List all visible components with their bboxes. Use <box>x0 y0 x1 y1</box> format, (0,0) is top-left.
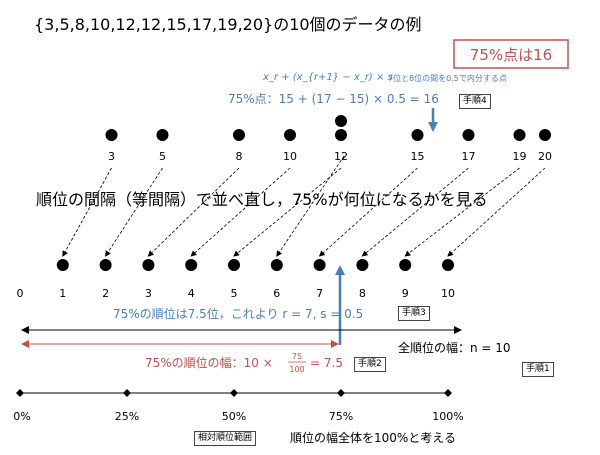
mapping-arrow <box>447 167 546 257</box>
rank-point <box>442 259 454 271</box>
rank-point <box>313 259 326 271</box>
mapping-arrow <box>105 167 163 257</box>
percent-label: 0% <box>13 410 30 423</box>
rank-label: 1 <box>59 287 66 300</box>
rank-label: 5 <box>231 287 238 300</box>
rank-label: 6 <box>273 287 280 300</box>
data-value-label: 5 <box>159 150 166 163</box>
width75-suffix: = 7.5 <box>310 356 343 370</box>
data-points-row <box>105 115 551 141</box>
rank-point <box>228 259 240 271</box>
mapping-arrow <box>147 167 240 257</box>
rank-label: 3 <box>145 287 152 300</box>
rank-points-row <box>56 259 454 271</box>
mapping-arrows <box>62 155 546 257</box>
rank-label: 7 <box>316 287 323 300</box>
rank-point <box>56 259 69 271</box>
data-value-label: 12 <box>334 150 348 163</box>
width75-denominator: 100 <box>289 365 304 374</box>
step4-formula: 75%点：15 + (17 − 15) × 0.5 = 16 <box>228 92 439 106</box>
width75-prefix: 75%の順位の幅：10 × <box>145 355 273 370</box>
mapping-arrow <box>190 167 291 257</box>
mapping-arrow <box>62 167 112 257</box>
width75-numerator: 75 <box>292 352 302 361</box>
total-width-text: 全順位の幅：n = 10 <box>398 340 511 355</box>
step1-tag: 手順1 <box>522 362 554 377</box>
relative-rank-tag: 相対順位範囲 <box>194 431 257 446</box>
percent-axis-marks: 0% 25% 50% 75% 100% <box>13 389 464 423</box>
rank-label: 9 <box>402 287 409 300</box>
formula-note: 7位と8位の間を0.5で内分する点 <box>388 73 507 83</box>
data-value-label: 8 <box>236 150 243 163</box>
percent-mark <box>444 389 452 397</box>
data-point <box>539 129 551 141</box>
rank-point <box>356 259 369 271</box>
rank-point <box>99 259 112 271</box>
mapping-arrow <box>233 167 342 257</box>
data-point <box>105 129 118 141</box>
rank-label: 0 <box>17 287 24 300</box>
step4-tag: 手順4 <box>459 94 491 109</box>
rank-point <box>399 259 412 271</box>
mapping-arrow <box>404 167 520 257</box>
data-point <box>233 129 245 141</box>
step2-tag: 手順2 <box>354 357 386 372</box>
data-value-label: 10 <box>283 150 297 163</box>
mapping-arrow <box>276 155 345 257</box>
data-value-label: 20 <box>538 150 552 163</box>
mapping-arrow <box>361 167 469 257</box>
percent-label: 50% <box>222 410 246 423</box>
rank-point <box>185 259 198 271</box>
data-point <box>513 129 526 141</box>
mapping-arrow <box>318 167 418 257</box>
rank-label: 8 <box>359 287 366 300</box>
result-text: 75%点は16 <box>470 46 552 64</box>
data-point <box>284 129 296 141</box>
percent-label: 100% <box>432 410 463 423</box>
formula-top: x_r + (x_{r+1} − x_r) × s <box>262 72 393 83</box>
rank-label: 10 <box>441 287 455 300</box>
result-box <box>453 39 569 69</box>
data-value-label: 19 <box>513 150 527 163</box>
data-point <box>335 115 347 127</box>
data-point <box>335 129 347 141</box>
data-value-label: 15 <box>411 150 425 163</box>
percent-mark <box>16 389 24 397</box>
step3-text: 75%の順位は7.5位，これより r = 7, s = 0.5 <box>113 306 363 321</box>
data-point <box>156 129 169 141</box>
percent-mark <box>230 389 238 397</box>
data-point <box>411 129 424 141</box>
page-title: {3,5,8,10,12,12,15,17,19,20}の10個のデータの例 <box>34 15 422 34</box>
instruction-text: 順位の間隔（等間隔）で並べ直し，75%が何位になるかを見る <box>36 190 488 209</box>
data-point <box>462 129 475 141</box>
percent-label: 75% <box>329 410 353 423</box>
data-value-label: 17 <box>462 150 476 163</box>
data-value-labels: 3 5 8 10 12 15 17 19 20 <box>108 150 552 163</box>
total-note: 順位の幅全体を100%と考える <box>290 430 456 445</box>
rank-point <box>142 259 155 271</box>
rank-label: 4 <box>188 287 195 300</box>
percent-label: 25% <box>115 410 139 423</box>
percent-mark <box>123 389 131 397</box>
rank-labels: 0 1 2 3 4 5 6 7 8 9 10 <box>17 287 456 300</box>
percent-mark <box>337 389 345 397</box>
step3-tag: 手順3 <box>398 306 430 321</box>
data-value-label: 3 <box>108 150 115 163</box>
rank-label: 2 <box>102 287 109 300</box>
rank-point <box>270 259 283 271</box>
